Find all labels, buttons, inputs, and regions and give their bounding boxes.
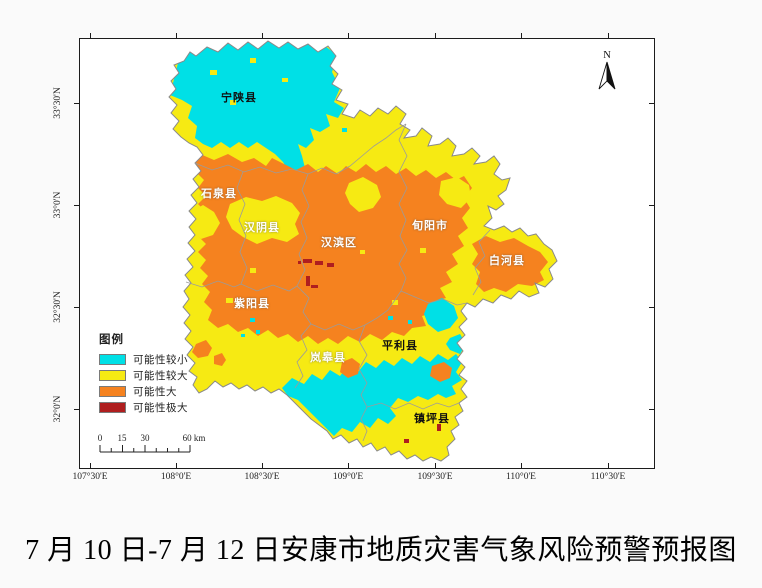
county-label: 岚皋县 <box>310 352 346 364</box>
legend-items: 可能性较小可能性较大可能性大可能性极大 <box>99 354 188 414</box>
y-axis-tick <box>74 408 79 410</box>
legend-swatch <box>99 370 126 381</box>
legend-item-label: 可能性较大 <box>133 371 188 382</box>
legend-item: 可能性大 <box>99 386 188 398</box>
y-axis-label: 32°30'N <box>53 291 63 323</box>
y-axis-label: 32°0'N <box>53 395 63 423</box>
county-label: 白河县 <box>489 255 525 267</box>
county-label: 石泉县 <box>201 188 237 200</box>
x-axis-label: 109°30'E <box>417 472 453 482</box>
scalebar-label: 0 <box>97 433 103 443</box>
city-outer-boundary <box>168 40 558 462</box>
x-axis-label: 109°0'E <box>332 472 364 482</box>
county-boundaries <box>185 123 491 442</box>
legend-item-label: 可能性大 <box>133 387 177 398</box>
legend-swatch <box>99 386 126 397</box>
legend-swatch <box>99 402 126 413</box>
legend-item: 可能性较小 <box>99 354 188 366</box>
legend-item-label: 可能性极大 <box>133 403 188 414</box>
x-axis-tick <box>607 33 609 38</box>
zone-high-baihe <box>472 236 548 292</box>
legend-item: 可能性较大 <box>99 370 188 382</box>
y-axis-tick <box>649 204 654 206</box>
y-axis-tick <box>649 408 654 410</box>
county-label: 宁陕县 <box>221 92 257 104</box>
north-arrow: N <box>598 50 616 90</box>
y-axis-tick <box>74 102 79 104</box>
legend-item-label: 可能性较小 <box>133 355 188 366</box>
risk-map: N <box>99 40 616 462</box>
county-label: 汉滨区 <box>321 237 357 249</box>
x-axis-tick <box>520 33 522 38</box>
x-axis-tick <box>347 33 349 38</box>
x-axis-label: 108°0'E <box>160 472 192 482</box>
x-axis-label: 110°30'E <box>590 472 626 482</box>
x-axis-tick <box>89 463 91 468</box>
scalebar-label: 60 km <box>182 433 206 443</box>
x-axis-tick <box>520 463 522 468</box>
zone-low-south <box>282 354 462 436</box>
zone-extreme-marks <box>298 259 441 443</box>
north-arrow-label: N <box>603 50 611 61</box>
x-axis-label: 107°30'E <box>72 472 108 482</box>
scalebar-label: 15 <box>117 433 127 443</box>
x-axis-tick <box>89 33 91 38</box>
x-axis-tick <box>434 33 436 38</box>
y-axis-tick <box>649 102 654 104</box>
scalebar-label: 30 <box>140 433 150 443</box>
x-axis-label: 108°30'E <box>244 472 280 482</box>
y-axis-label: 33°0'N <box>53 191 63 219</box>
y-axis-tick <box>649 306 654 308</box>
page-title: 7 月 10 日-7 月 12 日安康市地质灾害气象风险预警预报图 <box>25 535 737 566</box>
x-axis-tick <box>434 463 436 468</box>
x-axis-label: 110°0'E <box>506 472 536 482</box>
county-label: 汉阴县 <box>244 222 280 234</box>
y-axis-tick <box>74 306 79 308</box>
x-axis-tick <box>607 463 609 468</box>
scalebar-ruler <box>99 445 191 453</box>
legend: 图例 可能性较小可能性较大可能性大可能性极大 <box>99 331 188 418</box>
county-label: 平利县 <box>382 340 418 352</box>
x-axis-tick <box>175 33 177 38</box>
legend-swatch <box>99 354 126 365</box>
county-label: 旬阳市 <box>412 220 448 232</box>
county-label: 紫阳县 <box>234 298 270 310</box>
y-axis-label: 33°30'N <box>53 87 63 119</box>
county-label: 镇坪县 <box>414 413 450 425</box>
x-axis-tick <box>175 463 177 468</box>
legend-title: 图例 <box>99 334 124 346</box>
legend-item: 可能性极大 <box>99 402 188 414</box>
x-axis-tick <box>347 463 349 468</box>
x-axis-tick <box>261 463 263 468</box>
x-axis-tick <box>261 33 263 38</box>
y-axis-tick <box>74 204 79 206</box>
